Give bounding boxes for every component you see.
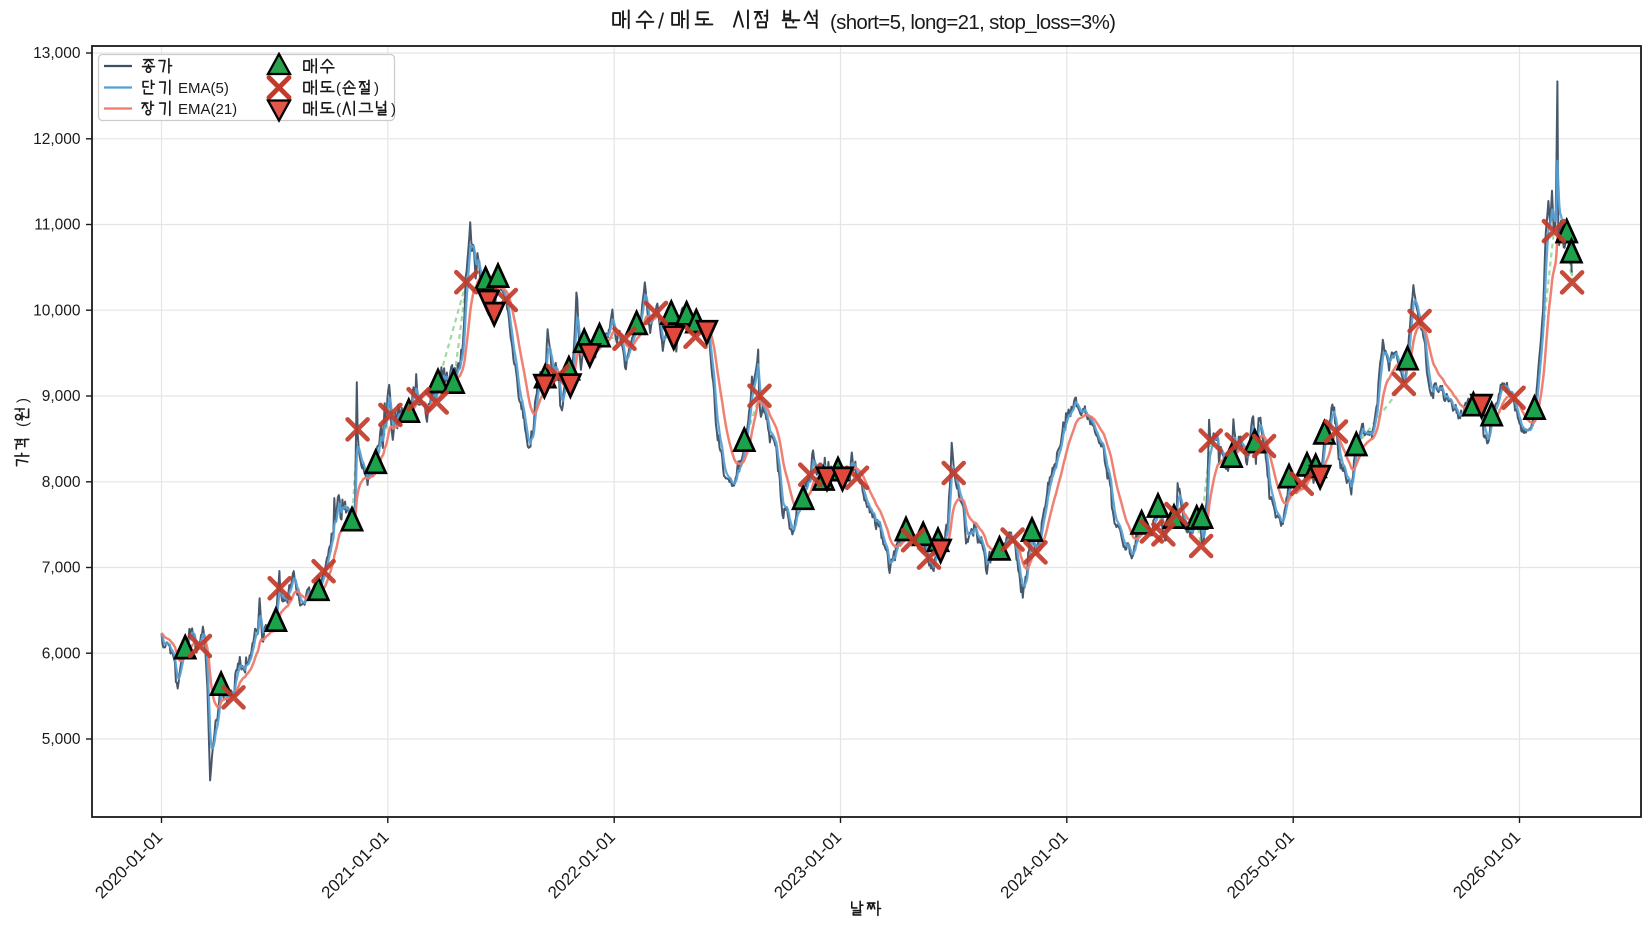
svg-text:): ) [391, 101, 396, 118]
svg-text:(: ( [336, 80, 341, 97]
svg-text:(: ( [15, 422, 32, 427]
svg-text:/: / [658, 9, 665, 34]
svg-text:11,000: 11,000 [34, 217, 81, 234]
svg-text:): ) [15, 398, 32, 403]
svg-text:9,000: 9,000 [42, 388, 81, 405]
svg-text:EMA(5): EMA(5) [178, 80, 229, 97]
svg-text:10,000: 10,000 [33, 302, 81, 319]
svg-text:8,000: 8,000 [42, 474, 81, 491]
svg-text:): ) [374, 80, 379, 97]
svg-text:EMA(21): EMA(21) [178, 101, 237, 118]
svg-text:(: ( [336, 101, 341, 118]
svg-text:(short=5, long=21, stop_loss=3: (short=5, long=21, stop_loss=3%) [830, 11, 1116, 34]
svg-text:5,000: 5,000 [42, 731, 81, 748]
svg-text:13,000: 13,000 [33, 45, 81, 62]
svg-text:7,000: 7,000 [42, 560, 81, 577]
svg-text:12,000: 12,000 [33, 131, 81, 148]
svg-text:6,000: 6,000 [42, 646, 81, 663]
